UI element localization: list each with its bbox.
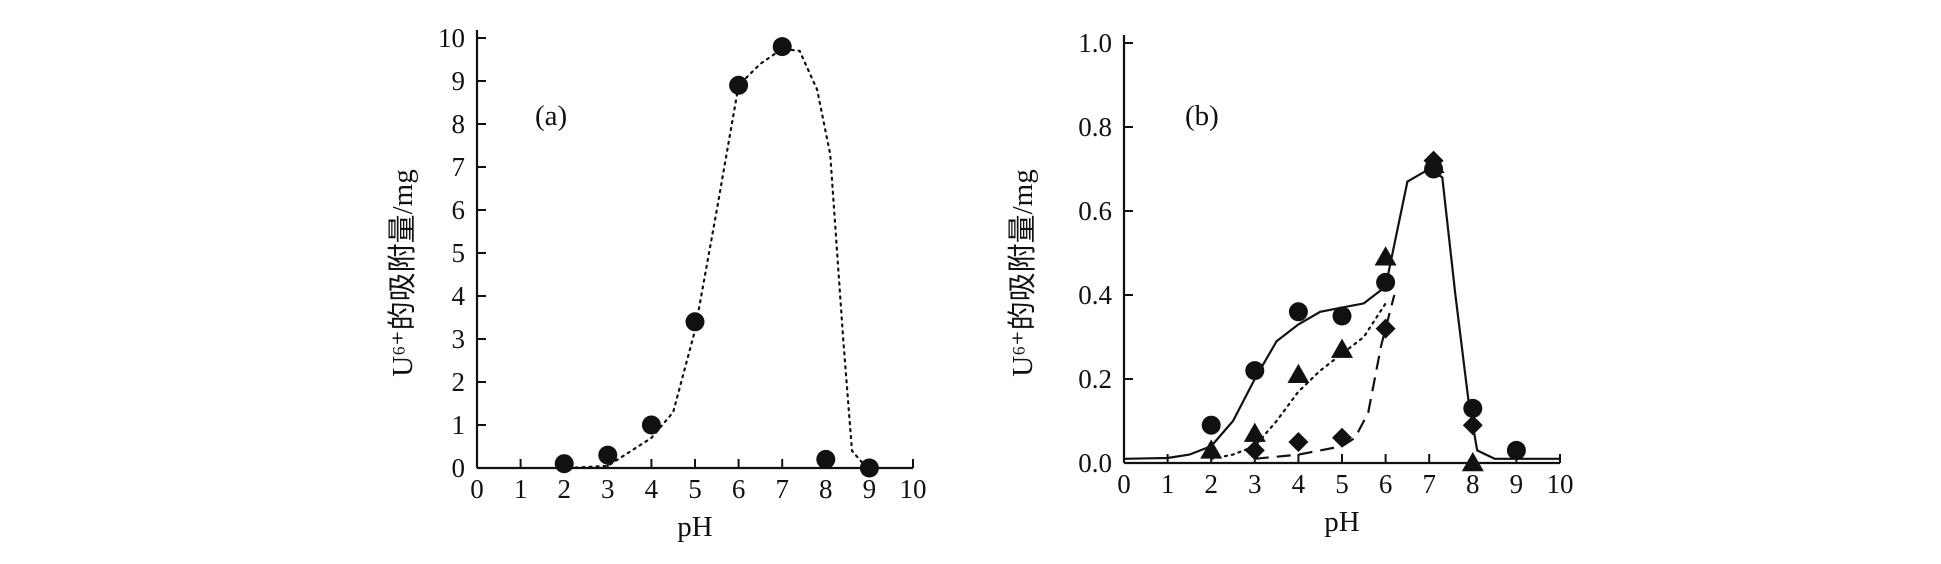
series-circle-point-0 [554,454,574,474]
x-tick-label: 4 [645,474,659,504]
x-tick-label: 10 [1547,469,1574,499]
x-tick-label: 1 [1161,469,1175,499]
series-circle-point-7 [859,458,879,478]
x-tick-label: 3 [1248,469,1262,499]
series-diamond-point-1 [1288,432,1309,452]
chart-panel-b: 0 1 2 3 4 5 6 7 8 9 10 0.0 0.2 0.4 0.6 0.8 1.0 pH U⁶⁺的吸附量/… [1006,28,1574,538]
y-tick-label: 2 [452,367,466,397]
y-tick-label: 8 [452,109,466,139]
y-tick-label: 3 [452,324,466,354]
series-triangle-point-1 [1243,422,1266,442]
y-tick-label: 0.2 [1078,364,1112,394]
y-tick-label: 1 [452,410,466,440]
series-triangle-point-2 [1287,363,1310,384]
series-circle-point-0 [1201,415,1221,435]
series-triangle-point-4 [1374,246,1397,266]
series-circle-point-6 [816,449,836,469]
series-circle-fit-line [567,47,880,470]
x-tick-label: 8 [819,474,833,504]
series-circle-point-7 [1506,440,1526,460]
panel-label: (b) [1185,100,1219,132]
x-tick-label: 1 [514,474,528,504]
x-tick-label: 4 [1292,469,1306,499]
y-tick-label: 0.0 [1078,448,1112,478]
y-tick-label: 6 [452,195,466,225]
series-diamond-point-3 [1375,318,1396,339]
x-tick-label: 6 [1379,469,1393,499]
series-circle-point-1 [598,445,618,465]
x-axis-label: pH [677,511,713,543]
y-tick-label: 4 [452,281,466,311]
x-tick-label: 2 [1204,469,1218,499]
x-tick-label: 9 [863,474,877,504]
series-circle-point-3 [1332,306,1352,326]
y-tick-label: 0.6 [1078,196,1112,226]
x-tick-label: 2 [557,474,571,504]
x-tick-label: 8 [1466,469,1480,499]
y-tick-label: 9 [452,66,466,96]
series-triangle-point-0 [1200,439,1223,459]
x-tick-label: 9 [1510,469,1524,499]
series-triangle-point-3 [1331,338,1353,358]
series-circle-point-5 [772,37,792,57]
y-tick-label: 7 [452,152,466,182]
y-tick-label: 1.0 [1078,28,1112,58]
series-diamond-point-0 [1244,440,1265,461]
x-tick-label: 6 [732,474,746,504]
x-axis-label: pH [1324,506,1360,538]
series-circle-point-2 [641,415,661,435]
x-tick-label: 10 [900,474,927,504]
x-tick-label: 3 [601,474,615,504]
series-circle-point-4 [729,75,749,95]
x-tick-label: 5 [1335,469,1349,499]
x-tick-label: 5 [688,474,702,504]
y-tick-label: 0.4 [1078,280,1112,310]
series-circle-point-3 [685,312,705,332]
series-diamond-point-2 [1332,427,1352,448]
x-tick-label: 7 [775,474,789,504]
series-diamond-fit-line [1254,294,1396,460]
series-diamond-point-4 [1423,150,1444,171]
y-tick-label: 5 [452,238,466,268]
series-circle-point-1 [1245,361,1265,381]
series-triangle-point-6 [1461,452,1484,472]
series-triangle-fit-line [1210,302,1387,460]
series-diamond-point-5 [1462,415,1483,436]
series-circle-point-6 [1463,398,1483,418]
y-axis-label: U⁶⁺的吸附量/mg [386,169,419,376]
series-circle-point-2 [1288,302,1308,322]
y-tick-label: 10 [438,23,465,53]
panel-label: (a) [535,100,567,132]
x-tick-label: 0 [1117,469,1131,499]
x-tick-label: 7 [1422,469,1436,499]
y-tick-label: 0.8 [1078,112,1112,142]
y-axis-label: U⁶⁺的吸附量/mg [1006,169,1039,376]
x-tick-label: 0 [470,474,484,504]
y-tick-label: 0 [452,453,466,483]
series-circle-point-4 [1376,272,1396,292]
